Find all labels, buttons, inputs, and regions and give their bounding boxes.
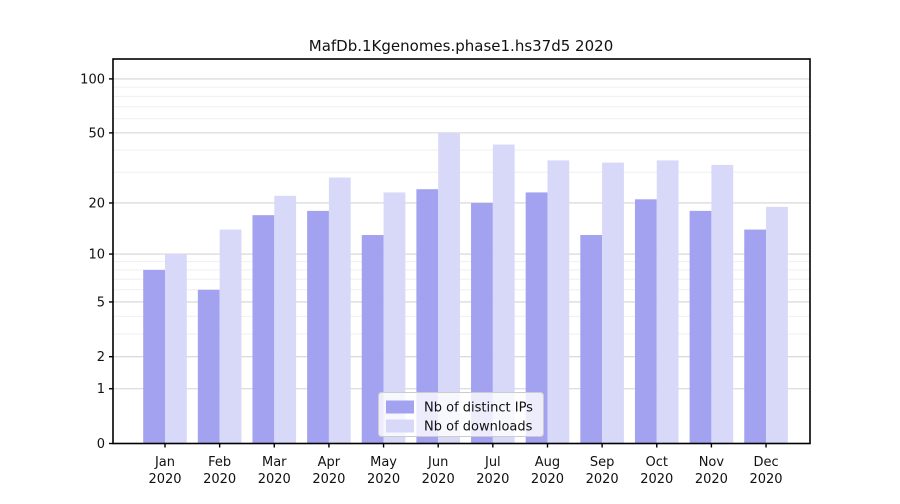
bar [492,144,515,444]
bar [547,160,570,444]
y-tick-label: 5 [97,295,105,310]
bar [525,192,548,444]
bar [634,199,657,444]
bar [361,235,384,444]
y-tick-label: 100 [80,72,105,87]
x-tick-label-month: Mar [262,455,287,470]
x-tick-label-year: 2020 [148,472,181,487]
bar [580,235,603,444]
bar [252,215,275,444]
y-tick-label: 2 [97,350,105,365]
plot-frame [112,58,811,445]
bar [197,289,220,444]
x-tick-label-month: Feb [208,455,231,470]
x-tick-label-month: Dec [753,455,778,470]
bar [219,229,242,444]
bar [602,162,624,444]
y-tick-label: 50 [88,126,105,141]
x-tick-label-year: 2020 [695,472,728,487]
bar [143,269,165,444]
x-tick-label-year: 2020 [422,472,455,487]
x-tick-label-year: 2020 [258,472,291,487]
x-tick-label-year: 2020 [640,472,673,487]
x-tick-label-month: Sep [590,455,615,470]
bar [766,206,788,444]
legend-box [378,392,544,437]
x-tick-label-year: 2020 [312,472,345,487]
y-tick-label: 1 [97,382,105,397]
legend-label: Nb of downloads [424,420,533,435]
x-tick-label-year: 2020 [531,472,564,487]
chart-title: MafDb.1Kgenomes.phase1.hs37d5 2020 [309,37,613,55]
bar [711,164,734,444]
x-tick-label-year: 2020 [749,472,782,487]
bar [165,254,187,444]
bar [744,229,767,444]
bar [274,195,297,444]
bar [656,160,679,444]
bar [689,210,712,444]
x-tick-label-month: Jan [154,455,175,470]
y-tick-label: 20 [88,196,105,211]
x-tick-label-month: Oct [646,455,668,470]
bars [143,132,788,444]
y-tick-label: 10 [88,248,105,263]
legend-label: Nb of distinct IPs [424,401,533,416]
x-tick-label-month: Jul [484,455,501,470]
bar [416,189,439,444]
bar [383,192,406,444]
x-axis-ticks: Jan 2020 Feb 2020 Mar 2020 Apr 2020 May 2020 Jun 20… [148,443,783,487]
bar [307,210,329,444]
x-tick-label-year: 2020 [476,472,509,487]
x-tick-label-year: 2020 [203,472,236,487]
x-tick-label-year: 2020 [586,472,619,487]
bar [328,177,351,444]
legend: Nb of distinct IPs Nb of downloads [378,392,544,437]
x-tick-label-month: Jun [427,455,448,470]
bar [438,132,460,444]
x-tick-label-month: Nov [699,455,725,470]
legend-swatch [386,400,414,414]
x-tick-label-month: Aug [535,455,560,470]
y-tick-label: 0 [97,437,105,452]
x-tick-label-month: Apr [318,455,341,470]
x-tick-label-month: May [370,455,397,470]
bar [471,202,493,444]
x-tick-label-year: 2020 [367,472,400,487]
legend-swatch [386,419,414,433]
